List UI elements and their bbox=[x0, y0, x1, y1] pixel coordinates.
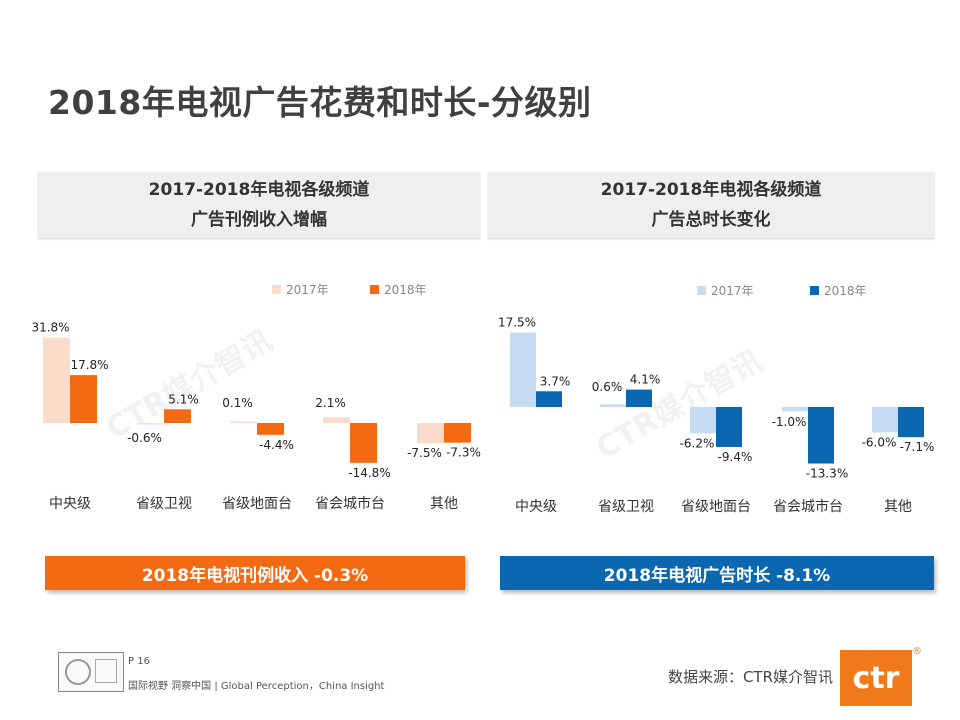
revenue-summary-banner: 2018年电视刊例收入 -0.3% bbox=[45, 556, 465, 590]
data-label-1-1-0: 0.6% bbox=[592, 380, 623, 394]
ad-duration-change-chart: 2017年 2018年17.5%3.7%中央级0.6%4.1%省级卫视-6.2%-… bbox=[498, 284, 935, 515]
legend-label-0-0: 2017年 bbox=[286, 283, 329, 297]
category-label-1-0: 中央级 bbox=[515, 499, 557, 515]
bar-0-0-0 bbox=[43, 337, 70, 423]
left-chart-header: 2017-2018年电视各级频道 广告刊例收入增幅 bbox=[38, 172, 480, 238]
bar-0-2-1 bbox=[257, 423, 284, 435]
data-label-1-4-1: -7.1% bbox=[900, 440, 935, 454]
data-label-0-1-1: 5.1% bbox=[168, 392, 199, 406]
category-label-1-2: 省级地面台 bbox=[681, 499, 751, 515]
data-label-0-3-0: 2.1% bbox=[315, 396, 346, 410]
legend-label-1-0: 2017年 bbox=[711, 284, 754, 298]
data-label-0-2-0: 0.1% bbox=[222, 396, 253, 410]
bar-0-1-1 bbox=[164, 409, 191, 423]
bar-1-4-0 bbox=[872, 407, 898, 433]
data-label-0-4-0: -7.5% bbox=[407, 446, 442, 460]
bar-0-4-0 bbox=[417, 423, 444, 444]
bar-1-4-1 bbox=[898, 407, 924, 438]
page-title: 2018年电视广告花费和时长-分级别 bbox=[48, 83, 592, 122]
data-label-1-1-1: 4.1% bbox=[630, 373, 661, 387]
legend-swatch-0-1 bbox=[370, 285, 379, 294]
right-chart-header-line1: 2017-2018年电视各级频道 bbox=[600, 180, 822, 200]
data-label-1-2-0: -6.2% bbox=[680, 436, 715, 450]
data-label-1-2-1: -9.4% bbox=[718, 450, 753, 464]
data-source: 数据来源：CTR媒介智讯 bbox=[667, 668, 833, 686]
bar-1-3-0 bbox=[782, 407, 808, 412]
category-label-1-4: 其他 bbox=[884, 499, 912, 515]
data-label-0-0-1: 17.8% bbox=[70, 358, 108, 372]
bar-1-0-1 bbox=[536, 391, 562, 407]
left-chart-header-line2: 广告刊例收入增幅 bbox=[191, 210, 327, 230]
category-label-0-4: 其他 bbox=[430, 496, 458, 512]
bar-1-2-0 bbox=[690, 407, 716, 434]
category-label-0-2: 省级地面台 bbox=[222, 496, 292, 512]
bar-1-1-1 bbox=[626, 389, 652, 407]
bar-0-3-0 bbox=[323, 417, 350, 423]
data-label-1-3-1: -13.3% bbox=[806, 467, 848, 481]
registered-mark: ® bbox=[912, 646, 922, 657]
bar-1-1-0 bbox=[600, 404, 626, 407]
left-chart-header-line1: 2017-2018年电视各级频道 bbox=[148, 180, 370, 200]
data-label-0-4-1: -7.3% bbox=[446, 446, 481, 460]
data-label-0-1-0: -0.6% bbox=[127, 431, 162, 445]
data-label-1-0-1: 3.7% bbox=[540, 374, 571, 388]
category-label-1-1: 省级卫视 bbox=[598, 499, 654, 515]
bar-1-3-1 bbox=[808, 407, 834, 464]
data-label-0-0-0: 31.8% bbox=[31, 320, 69, 334]
legend-swatch-1-0 bbox=[697, 286, 706, 295]
category-label-0-3: 省会城市台 bbox=[315, 495, 385, 512]
right-chart-header: 2017-2018年电视各级频道 广告总时长变化 bbox=[488, 172, 934, 238]
page-number: P 16 bbox=[128, 656, 150, 667]
bar-0-4-1 bbox=[444, 423, 471, 443]
legend-swatch-0-0 bbox=[272, 285, 281, 294]
data-label-0-2-1: -4.4% bbox=[259, 438, 294, 452]
legend-label-1-1: 2018年 bbox=[824, 284, 867, 298]
bar-0-2-0 bbox=[230, 421, 257, 423]
category-label-0-1: 省级卫视 bbox=[136, 496, 192, 512]
bar-0-0-1 bbox=[70, 375, 97, 423]
legend-swatch-1-1 bbox=[810, 286, 819, 295]
bar-1-2-1 bbox=[716, 407, 742, 447]
duration-summary-banner: 2018年电视广告时长 -8.1% bbox=[500, 556, 934, 590]
certification-badge bbox=[58, 652, 124, 692]
bar-0-3-1 bbox=[350, 423, 377, 463]
data-label-1-3-0: -1.0% bbox=[772, 415, 807, 429]
data-label-1-4-0: -6.0% bbox=[862, 436, 897, 450]
category-label-1-3: 省会城市台 bbox=[773, 498, 843, 515]
right-chart-header-line2: 广告总时长变化 bbox=[651, 210, 771, 230]
bar-0-1-0 bbox=[137, 423, 164, 425]
ctr-logo: ctr bbox=[840, 650, 912, 706]
data-label-1-0-0: 17.5% bbox=[498, 316, 536, 330]
bar-1-0-0 bbox=[510, 332, 536, 407]
category-label-0-0: 中央级 bbox=[49, 496, 91, 512]
data-label-0-3-1: -14.8% bbox=[348, 466, 390, 480]
legend-label-0-1: 2018年 bbox=[384, 283, 427, 297]
footer-tagline: 国际视野 洞察中国 | Global Perception，China Insi… bbox=[128, 681, 385, 692]
ad-revenue-growth-chart: 2017年 2018年 31.8% 17.8% 中央级 -0.6% 5.1% 省级卫视 0.1%… bbox=[31, 283, 481, 512]
